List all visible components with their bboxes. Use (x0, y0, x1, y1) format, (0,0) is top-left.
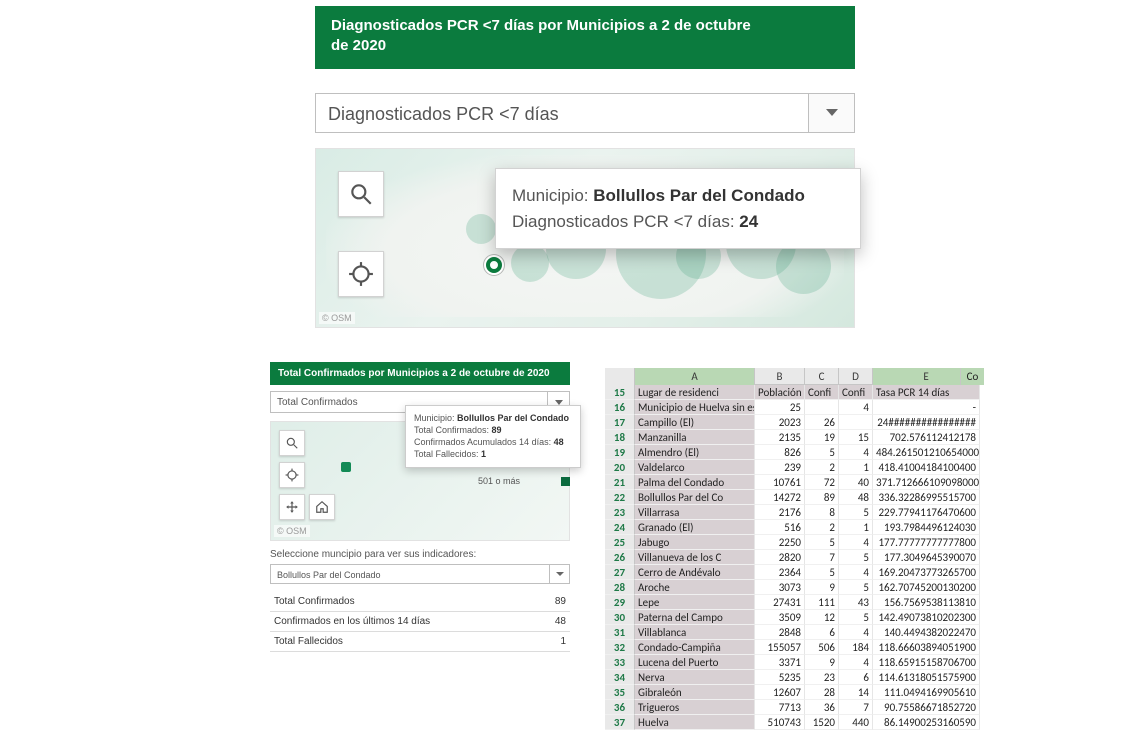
sheet-row[interactable]: 31Villablanca284864140.4494382022470 (605, 625, 980, 640)
header-row: 15Lugar de residenciPoblaciónConfiConfiT… (605, 385, 980, 400)
sheet-row[interactable]: 17Campillo (El)20232624################ (605, 415, 980, 430)
main-dropdown-label: Diagnosticados PCR <7 días (316, 94, 808, 132)
spreadsheet[interactable]: ABCDE 15Lugar de residenciPoblaciónConfi… (605, 368, 980, 653)
pan-button[interactable] (279, 494, 305, 520)
table-row: Total Confirmados89 (270, 592, 570, 612)
sheet-row[interactable]: 23Villarrasa217685229.77941176470600 (605, 505, 980, 520)
panel2-tooltip: Municipio: Bollullos Par del Condado Tot… (405, 405, 581, 468)
indicators-table: Total Confirmados89Confirmados en los úl… (270, 592, 570, 652)
table-row: Confirmados en los últimos 14 días48 (270, 612, 570, 632)
sheet-row[interactable]: 33Lucena del Puerto337194118.65915158706… (605, 655, 980, 670)
osm-credit: © OSM (319, 312, 355, 324)
tooltip-metric-value: 24 (739, 212, 758, 231)
arrows-icon (285, 500, 299, 514)
sheet-row[interactable]: 20Valdelarco23921418.41004184100400 (605, 460, 980, 475)
sheet-row[interactable]: 27Cerro de Andévalo236454169.20473773265… (605, 565, 980, 580)
tooltip-municipio-value: Bollullos Par del Condado (593, 186, 805, 205)
chevron-down-icon[interactable] (808, 94, 854, 132)
banner-line2: de 2020 (331, 37, 386, 54)
selected-marker[interactable] (486, 257, 502, 273)
search-icon (348, 181, 374, 207)
column-headers: ABCDE (605, 368, 980, 385)
municipality-select[interactable]: Bollullos Par del Condado (270, 564, 570, 584)
sheet-row[interactable]: 19Almendro (El)82654484.261501210654000 (605, 445, 980, 460)
sheet-row[interactable]: 28Aroche307395162.70745200130200 (605, 580, 980, 595)
sheet-row[interactable]: 34Nerva5235236114.61318051575900 (605, 670, 980, 685)
column-header[interactable]: D (839, 368, 873, 385)
sheet-row[interactable]: 35Gibraleón126072814111.0494169905610 (605, 685, 980, 700)
main-banner: Diagnosticados PCR <7 días por Municipio… (315, 6, 855, 69)
column-header[interactable]: B (755, 368, 805, 385)
sheet-row[interactable]: 36Trigueros771336790.75586671852720 (605, 700, 980, 715)
sheet-row[interactable]: 26Villanueva de los C282075177.304964539… (605, 550, 980, 565)
main-dropdown[interactable]: Diagnosticados PCR <7 días (315, 93, 855, 133)
sheet-row[interactable]: 25Jabugo225054177.77777777777800 (605, 535, 980, 550)
zoom-button[interactable] (338, 171, 384, 217)
sheet-row[interactable]: 22Bollullos Par del Co142728948336.32286… (605, 490, 980, 505)
municipality-select-value: Bollullos Par del Condado (271, 565, 549, 583)
crosshair-icon (348, 261, 374, 287)
sheet-row[interactable]: 24Granado (El)51621193.7984496124030 (605, 520, 980, 535)
tooltip-metric-label: Diagnosticados PCR <7 días: (512, 212, 739, 231)
table-row: Total Fallecidos1 (270, 632, 570, 652)
sheet-row[interactable]: 16Municipio de Huelva sin espe254- (605, 400, 980, 415)
home-button[interactable] (309, 494, 335, 520)
sheet-row[interactable]: 32Condado-Campiña155057506184118.6660389… (605, 640, 980, 655)
panel2-banner: Total Confirmados por Municipios a 2 de … (270, 362, 570, 385)
sheet-row[interactable]: 21Palma del Condado107617240371.71266610… (605, 475, 980, 490)
sheet-row[interactable]: 29Lepe2743111143156.7569538113810 (605, 595, 980, 610)
legend-swatch (561, 477, 570, 486)
panel2-selected-marker[interactable] (341, 462, 351, 472)
locate-button[interactable] (338, 251, 384, 297)
osm-credit: © OSM (274, 525, 310, 537)
tooltip-municipio-label: Municipio: (512, 186, 593, 205)
column-header[interactable] (605, 368, 635, 385)
chevron-down-icon[interactable] (549, 565, 569, 583)
select-note: Seleccione muncipio para ver sus indicad… (270, 549, 570, 560)
column-header[interactable]: A (635, 368, 755, 385)
banner-line1: Diagnosticados PCR <7 días por Municipio… (331, 17, 751, 34)
zoom-button[interactable] (279, 430, 305, 456)
sheet-row[interactable]: 18Manzanilla21351915702.576112412178 (605, 430, 980, 445)
legend-item: 501 o más (478, 476, 570, 486)
sheet-row[interactable]: 37Huelva510743152044086.14900253160590 (605, 715, 980, 730)
sheet-row[interactable]: 30Paterna del Campo3509125142.4907381020… (605, 610, 980, 625)
locate-button[interactable] (279, 462, 305, 488)
map-tooltip: Municipio: Bollullos Par del Condado Dia… (495, 168, 861, 249)
column-header[interactable]: C (805, 368, 839, 385)
home-icon (315, 500, 329, 514)
